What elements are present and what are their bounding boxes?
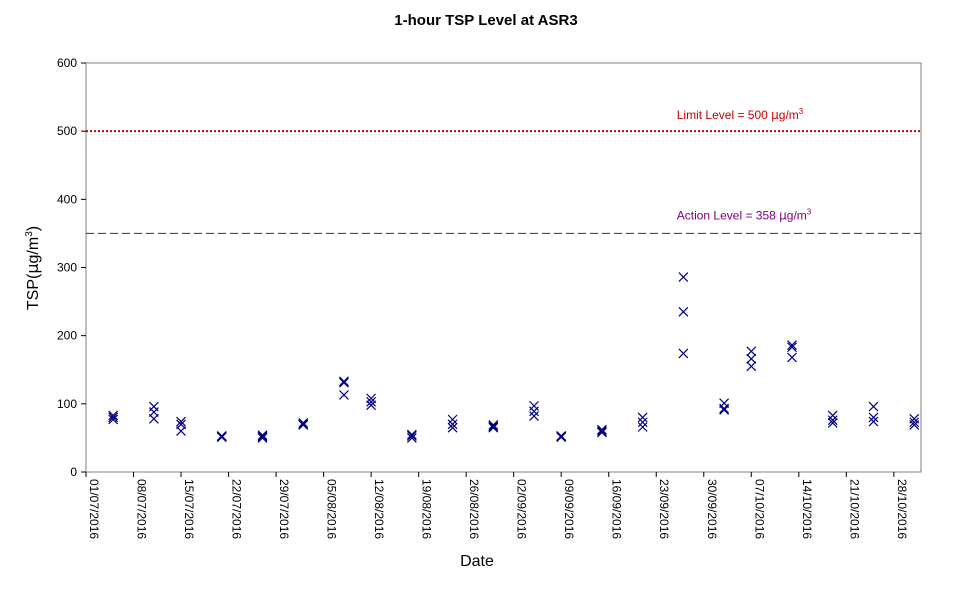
data-point: [176, 419, 186, 430]
data-points: [108, 272, 920, 443]
data-point: [447, 422, 458, 433]
data-point: [176, 416, 186, 427]
data-point: [108, 414, 119, 425]
y-tick-label: 500: [57, 124, 77, 138]
action-level-label: Action Level = 358 μg/m3: [677, 207, 812, 222]
data-point: [637, 412, 648, 423]
y-tick-label: 400: [57, 192, 77, 206]
x-axis: 01/07/2016 08/07/2016 15/07/2016 22/07/2016…: [85, 472, 909, 539]
x-tick-label: 19/08/2016: [420, 479, 434, 539]
x-tick-label: 26/08/2016: [467, 479, 481, 539]
data-point: [339, 376, 349, 387]
x-tick-label: 23/09/2016: [657, 479, 671, 539]
x-tick-label: 30/09/2016: [705, 479, 719, 539]
data-point: [787, 340, 797, 351]
data-point: [257, 431, 268, 442]
data-point: [909, 413, 920, 424]
plot-area: [85, 62, 922, 473]
data-point: [406, 432, 417, 443]
data-point: [108, 410, 119, 421]
data-point: [678, 348, 689, 359]
x-axis-title: Date: [460, 553, 494, 570]
x-tick-label: 09/09/2016: [562, 479, 576, 539]
reference-lines: Limit Level = 500 μg/m3 Action Level = 3…: [86, 107, 921, 234]
data-point: [827, 410, 838, 421]
y-tick-label: 100: [57, 397, 77, 411]
data-point: [447, 419, 458, 430]
data-point: [366, 396, 377, 407]
x-tick-label: 08/07/2016: [135, 479, 149, 539]
data-point: [108, 412, 119, 423]
data-point: [298, 417, 309, 428]
x-tick-label: 07/10/2016: [752, 479, 766, 539]
data-point: [746, 353, 757, 364]
data-point: [909, 417, 920, 428]
x-tick-label: 22/07/2016: [230, 479, 244, 539]
data-point: [827, 417, 838, 428]
data-point: [678, 272, 689, 282]
y-axis: 0 100 200 300 400 500 600: [57, 56, 86, 479]
data-point: [746, 346, 757, 357]
y-tick-label: 0: [70, 465, 77, 479]
data-point: [787, 342, 797, 353]
x-tick-label: 21/10/2016: [847, 479, 861, 539]
x-tick-label: 14/10/2016: [800, 479, 814, 539]
data-point: [257, 432, 268, 443]
data-point: [298, 419, 309, 430]
data-point: [339, 390, 349, 400]
x-tick-label: 29/07/2016: [277, 479, 291, 539]
data-point: [597, 424, 607, 435]
y-tick-label: 200: [57, 329, 77, 343]
data-point: [529, 400, 539, 411]
data-point: [488, 421, 499, 432]
data-point: [148, 401, 159, 412]
y-tick-label: 300: [57, 261, 77, 275]
y-tick-label: 600: [57, 56, 77, 70]
data-point: [406, 429, 417, 440]
x-tick-label: 12/08/2016: [372, 479, 386, 539]
data-point: [787, 352, 797, 363]
data-point: [597, 426, 607, 437]
data-point: [339, 377, 349, 388]
data-point: [868, 401, 879, 412]
data-point: [488, 422, 499, 433]
x-tick-label: 15/07/2016: [182, 479, 196, 539]
data-point: [529, 411, 539, 422]
data-point: [597, 427, 607, 438]
data-point: [719, 398, 730, 409]
data-point: [827, 415, 838, 426]
data-point: [637, 417, 648, 428]
limit-level-label: Limit Level = 500 μg/m3: [677, 107, 804, 122]
x-tick-label: 28/10/2016: [895, 479, 909, 539]
data-point: [868, 412, 879, 423]
data-point: [556, 430, 567, 441]
data-point: [868, 416, 879, 427]
x-tick-label: 01/07/2016: [87, 479, 101, 539]
data-point: [257, 430, 268, 441]
x-tick-label: 02/09/2016: [515, 479, 529, 539]
data-point: [746, 361, 757, 372]
chart-title: 1-hour TSP Level at ASR3: [394, 12, 577, 29]
data-point: [637, 422, 648, 432]
data-point: [366, 393, 377, 404]
data-point: [406, 430, 417, 441]
data-point: [216, 430, 227, 441]
x-tick-label: 05/08/2016: [325, 479, 339, 539]
x-tick-label: 16/09/2016: [610, 479, 624, 539]
y-axis-title: TSP(μg/m3): [23, 226, 42, 310]
data-point: [447, 414, 458, 425]
data-point: [678, 306, 689, 317]
data-point: [488, 420, 499, 430]
